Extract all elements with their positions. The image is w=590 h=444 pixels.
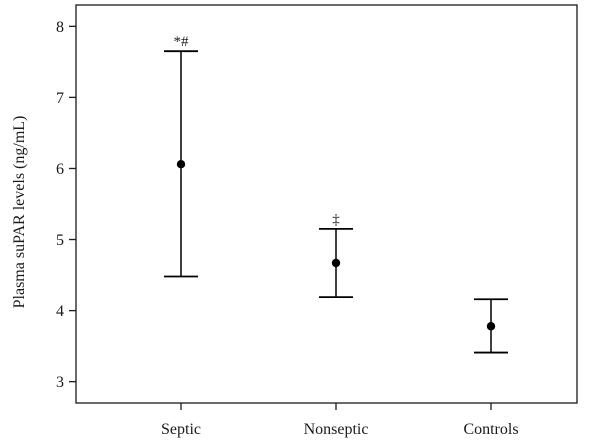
x-tick-label-nonseptic: Nonseptic bbox=[304, 421, 369, 438]
y-tick-label-7: 7 bbox=[56, 90, 64, 107]
x-tick-label-controls: Controls bbox=[463, 421, 518, 438]
x-axis-ticks: Septic Nonseptic Controls bbox=[161, 403, 519, 438]
y-tick-label-8: 8 bbox=[56, 19, 64, 36]
plot-border bbox=[75, 4, 578, 404]
error-bar-controls bbox=[474, 298, 508, 354]
plot-frame bbox=[75, 4, 578, 404]
mean-point-controls bbox=[486, 322, 496, 331]
x-tick-label-septic: Septic bbox=[161, 421, 201, 438]
y-tick-label-5: 5 bbox=[56, 232, 64, 249]
y-tick-label-3: 3 bbox=[56, 374, 64, 391]
error-bar-septic: *# bbox=[164, 34, 198, 278]
y-tick-label-6: 6 bbox=[56, 161, 64, 178]
mean-point-nonseptic bbox=[331, 258, 341, 268]
significance-marker-nonseptic: ‡ bbox=[332, 212, 340, 228]
y-axis-ticks: 3 4 5 6 7 8 bbox=[56, 19, 76, 391]
error-bar-marks: *# ‡ bbox=[164, 34, 508, 354]
mean-point-septic bbox=[176, 160, 186, 169]
significance-marker-septic: *# bbox=[174, 34, 190, 50]
y-tick-label-4: 4 bbox=[56, 303, 64, 320]
y-axis-title: Plasma suPAR levels (ng/mL) bbox=[11, 116, 28, 309]
error-bar-nonseptic: ‡ bbox=[319, 212, 353, 299]
